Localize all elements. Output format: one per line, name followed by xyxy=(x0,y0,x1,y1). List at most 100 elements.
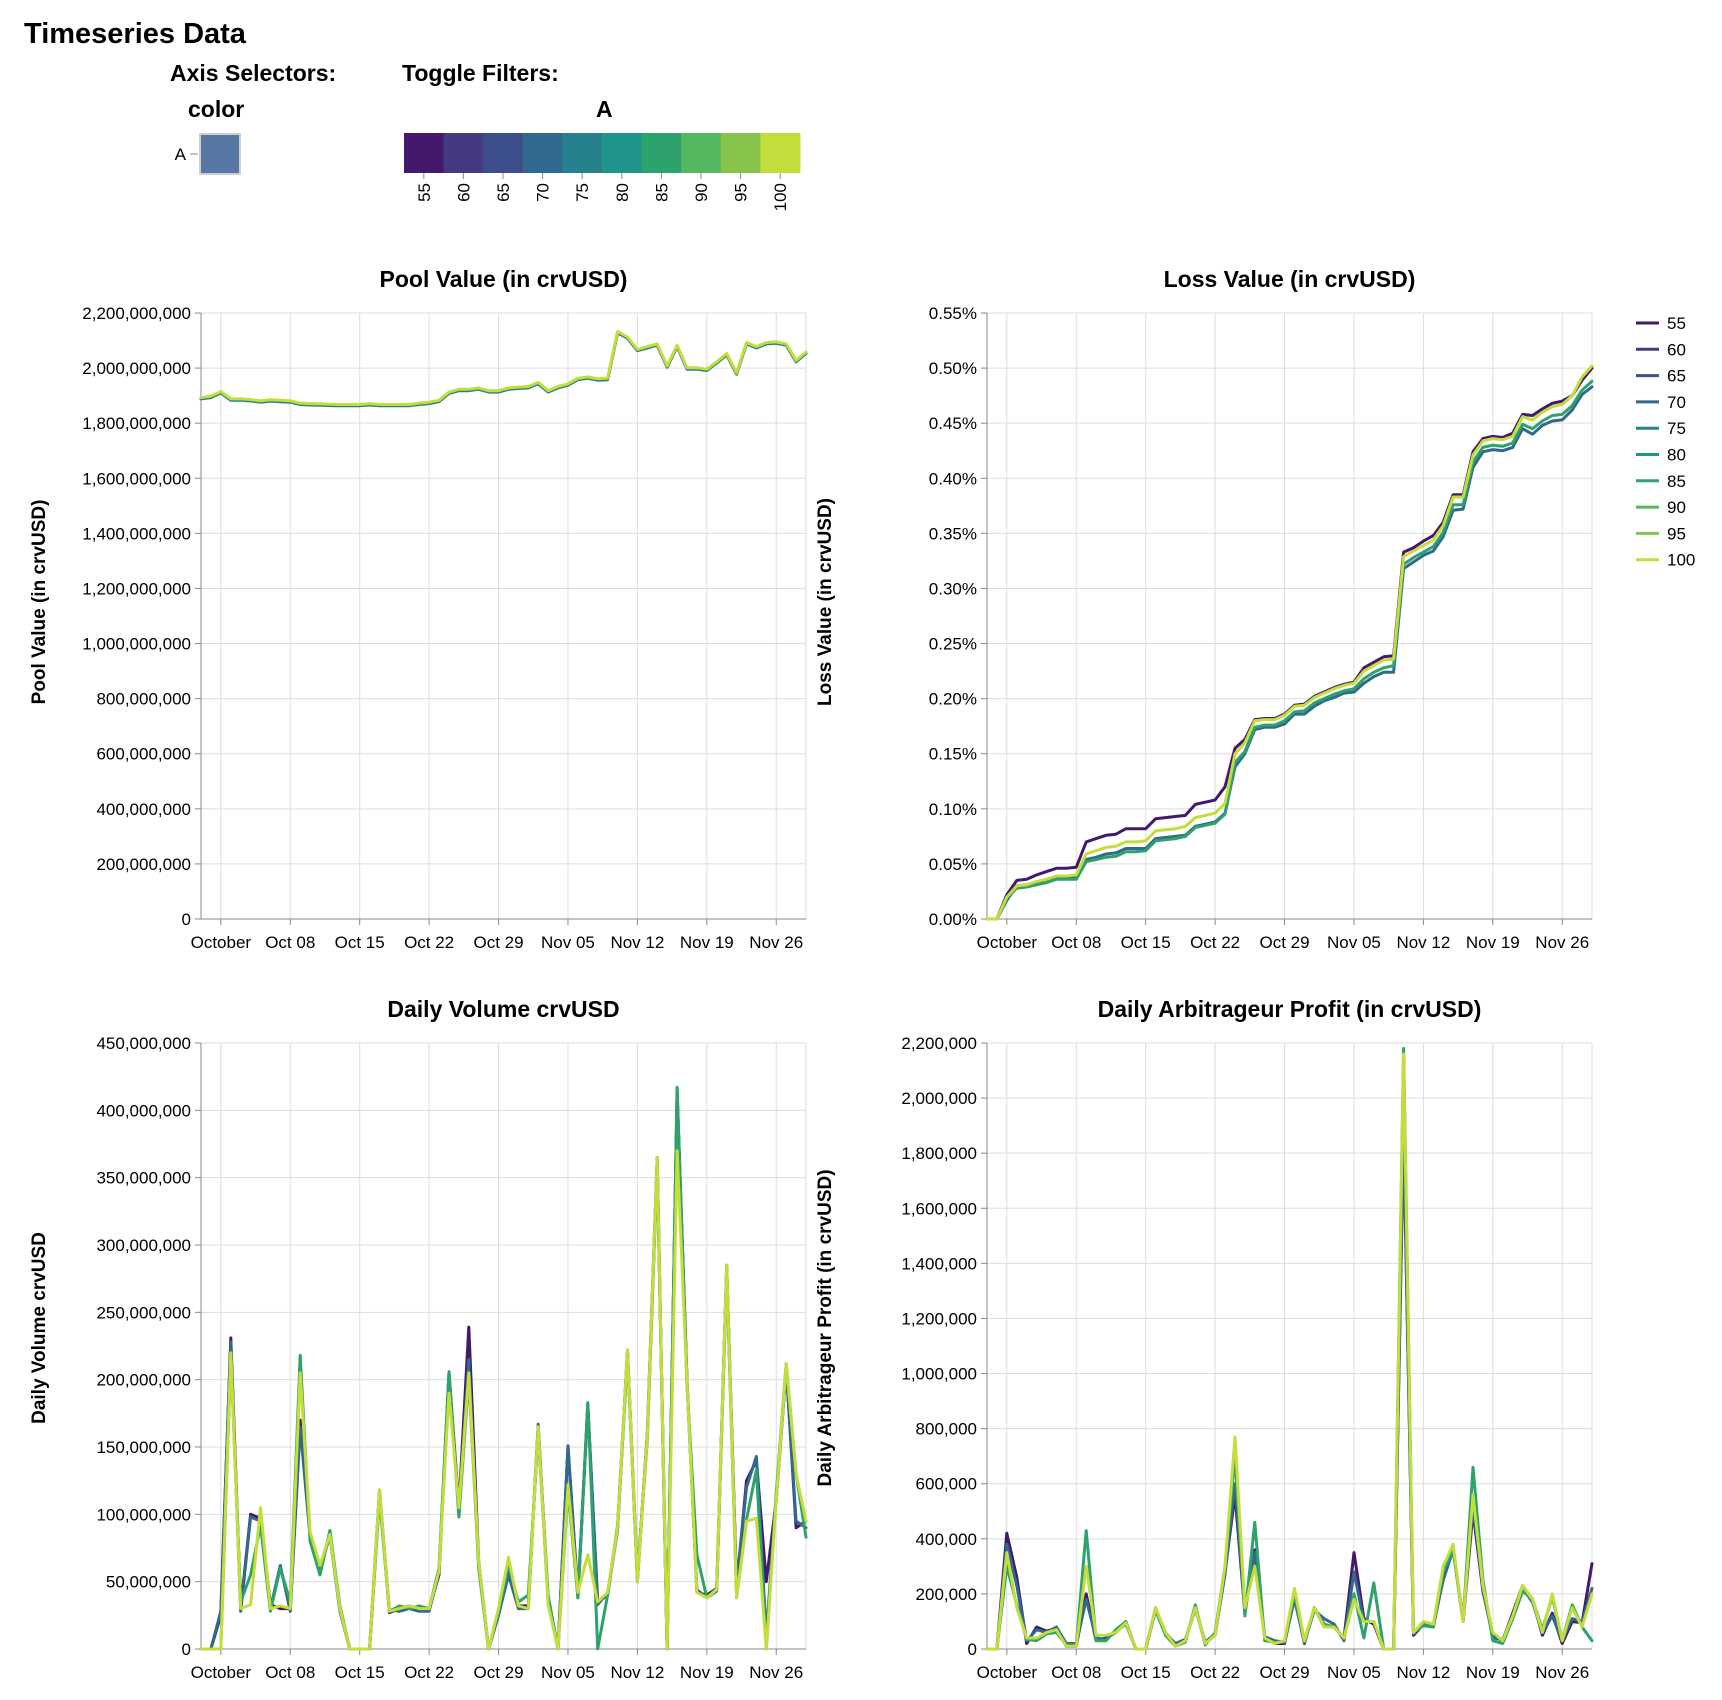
x-tick-label: Oct 08 xyxy=(265,1663,315,1682)
legend-label: 80 xyxy=(1667,446,1686,465)
x-tick-label: Oct 08 xyxy=(1051,1663,1101,1682)
y-tick-label: 100,000,000 xyxy=(96,1505,191,1524)
chart-title: Loss Value (in crvUSD) xyxy=(1164,266,1416,292)
legend-label: 100 xyxy=(1667,551,1695,570)
y-tick-label: 0.35% xyxy=(929,524,977,543)
x-tick-label: Nov 26 xyxy=(749,933,803,952)
y-tick-label: 0 xyxy=(968,1640,977,1659)
filter-value-55: 55 xyxy=(415,183,434,202)
filter-cell-85[interactable] xyxy=(641,133,682,173)
x-tick-label: Oct 15 xyxy=(1121,1663,1171,1682)
filter-cell-65[interactable] xyxy=(483,133,524,173)
series-line-70 xyxy=(985,385,1594,921)
filter-value-60: 60 xyxy=(454,183,473,202)
chart-daily-volume: 0 50,000,000 100,000,000 150,000,000 200,000… xyxy=(29,996,808,1682)
x-tick-label: Nov 05 xyxy=(1327,933,1381,952)
y-tick-label: 1,600,000 xyxy=(901,1199,977,1218)
y-tick-label: 0.20% xyxy=(929,690,977,709)
series-line-100 xyxy=(199,330,808,406)
color-swatch[interactable] xyxy=(199,133,241,175)
x-tick-label: Nov 19 xyxy=(680,933,734,952)
legend-item-100: 100 xyxy=(1636,551,1695,570)
x-tick-label: Oct 22 xyxy=(1190,933,1240,952)
legend-label: 70 xyxy=(1667,393,1686,412)
filter-value-90: 90 xyxy=(692,183,711,202)
y-tick-label: 800,000 xyxy=(916,1420,977,1439)
y-tick-label: 1,800,000 xyxy=(901,1144,977,1163)
color-selector[interactable]: A xyxy=(175,133,241,175)
chart-daily-arbitrageur-profit: 0 200,000 400,000 600,000 800,000 1,000,000 1,… xyxy=(815,996,1594,1682)
y-tick-label: 0.40% xyxy=(929,469,977,488)
y-axis-label: Loss Value (in crvUSD) xyxy=(815,498,836,706)
y-tick-label: 350,000,000 xyxy=(96,1169,191,1188)
x-tick-label: Oct 29 xyxy=(473,1663,523,1682)
x-tick-label: Nov 26 xyxy=(749,1663,803,1682)
x-tick-label: Oct 08 xyxy=(265,933,315,952)
toggle-filter-bar[interactable]: 55 60 65 70 75 80 85 90 95 100 xyxy=(404,133,801,211)
color-selector-option: A xyxy=(175,145,187,164)
x-tick-label: Oct 22 xyxy=(1190,1663,1240,1682)
legend-label: 65 xyxy=(1667,367,1686,386)
x-tick-label: Oct 29 xyxy=(1259,1663,1309,1682)
y-tick-label: 400,000,000 xyxy=(96,1101,191,1120)
x-tick-label: October xyxy=(191,1663,252,1682)
plot-area xyxy=(201,1043,806,1649)
x-tick-label: Nov 05 xyxy=(1327,1663,1381,1682)
filter-cell-80[interactable] xyxy=(602,133,643,173)
y-tick-label: 0.45% xyxy=(929,414,977,433)
legend-label: 85 xyxy=(1667,472,1686,491)
y-tick-label: 600,000,000 xyxy=(96,745,191,764)
x-tick-label: Oct 29 xyxy=(473,933,523,952)
y-tick-label: 1,200,000,000 xyxy=(82,579,191,598)
x-tick-label: October xyxy=(977,933,1038,952)
x-tick-label: Nov 19 xyxy=(1466,933,1520,952)
series-line-100 xyxy=(199,1149,808,1651)
filter-value-65: 65 xyxy=(494,183,513,202)
x-tick-label: Oct 29 xyxy=(1259,933,1309,952)
y-tick-label: 0.55% xyxy=(929,304,977,323)
filter-cell-100[interactable] xyxy=(760,133,801,173)
x-tick-label: Nov 05 xyxy=(541,933,595,952)
x-tick-label: Nov 19 xyxy=(680,1663,734,1682)
y-tick-label: 1,800,000,000 xyxy=(82,414,191,433)
chart-pool-value: 0 200,000,000 400,000,000 600,000,000 800,00… xyxy=(29,266,808,952)
y-tick-label: 2,200,000,000 xyxy=(82,304,191,323)
series-line-85 xyxy=(985,379,1594,921)
y-tick-label: 1,200,000 xyxy=(901,1309,977,1328)
x-tick-label: Oct 15 xyxy=(335,933,385,952)
y-tick-label: 200,000,000 xyxy=(96,855,191,874)
y-tick-label: 450,000,000 xyxy=(96,1034,191,1053)
y-tick-label: 400,000 xyxy=(916,1530,977,1549)
x-tick-label: Nov 05 xyxy=(541,1663,595,1682)
filter-cell-60[interactable] xyxy=(443,133,484,173)
legend-item-70: 70 xyxy=(1636,393,1686,412)
y-tick-label: 0.00% xyxy=(929,910,977,929)
toggle-filter-label: A xyxy=(596,96,613,122)
chart-title: Daily Volume crvUSD xyxy=(387,996,619,1022)
y-tick-label: 250,000,000 xyxy=(96,1303,191,1322)
legend-item-75: 75 xyxy=(1636,419,1686,438)
filter-cell-75[interactable] xyxy=(562,133,603,173)
plot-area xyxy=(201,313,806,919)
filter-cell-70[interactable] xyxy=(522,133,563,173)
y-axis-label: Daily Arbitrageur Profit (in crvUSD) xyxy=(815,1169,836,1486)
legend: 55 60 65 70 75 80 85 90 95 100 xyxy=(1636,314,1695,570)
legend-item-85: 85 xyxy=(1636,472,1686,491)
axis-selectors-label: Axis Selectors: xyxy=(170,60,337,86)
y-tick-label: 300,000,000 xyxy=(96,1236,191,1255)
filter-cell-55[interactable] xyxy=(404,133,445,173)
x-tick-label: Nov 12 xyxy=(1396,1663,1450,1682)
y-tick-label: 150,000,000 xyxy=(96,1438,191,1457)
legend-item-65: 65 xyxy=(1636,367,1686,386)
filter-cell-95[interactable] xyxy=(720,133,761,173)
filter-value-100: 100 xyxy=(771,183,790,211)
y-tick-label: 0.30% xyxy=(929,579,977,598)
x-tick-label: Nov 12 xyxy=(1396,933,1450,952)
filter-cell-90[interactable] xyxy=(681,133,722,173)
y-tick-label: 200,000 xyxy=(916,1585,977,1604)
y-tick-label: 1,600,000,000 xyxy=(82,469,191,488)
legend-item-90: 90 xyxy=(1636,498,1686,517)
legend-label: 60 xyxy=(1667,340,1686,359)
